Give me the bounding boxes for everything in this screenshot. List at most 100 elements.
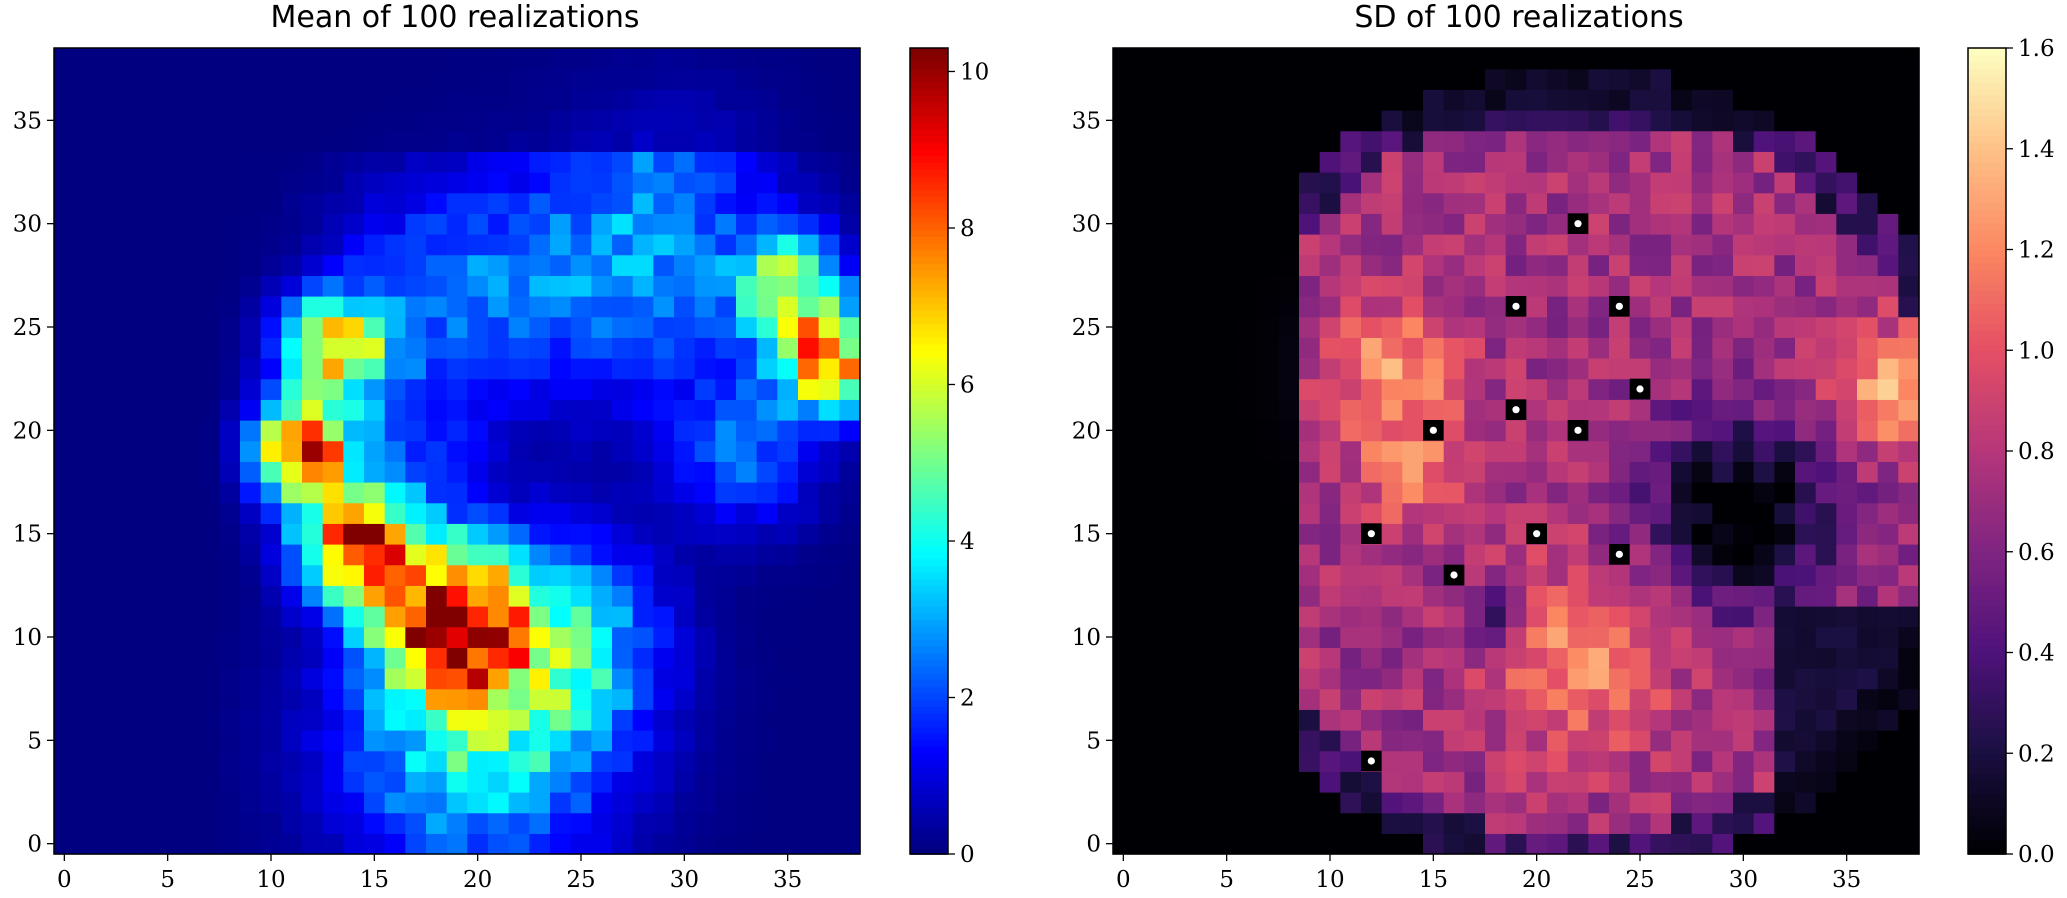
heatmap-cell	[1278, 275, 1300, 297]
heatmap-cell	[694, 688, 716, 710]
heatmap-cell	[508, 606, 530, 628]
heatmap-cell	[508, 585, 530, 607]
heatmap-cell	[74, 771, 96, 793]
heatmap-cell	[467, 564, 489, 586]
heatmap-cell	[1299, 585, 1321, 607]
heatmap-cell	[157, 771, 179, 793]
heatmap-cell	[1216, 626, 1238, 648]
heatmap-cell	[1671, 378, 1693, 400]
heatmap-cell	[756, 399, 778, 421]
y-tick-label: 10	[1072, 625, 1101, 651]
heatmap-cell	[343, 316, 365, 338]
heatmap-cell	[1237, 502, 1259, 524]
heatmap-cell	[1733, 68, 1755, 90]
heatmap-cell	[1857, 68, 1879, 90]
heatmap-cell	[591, 523, 613, 545]
heatmap-cell	[281, 502, 303, 524]
heatmap-cell	[136, 461, 158, 483]
heatmap-cell	[384, 585, 406, 607]
heatmap-cell	[777, 709, 799, 731]
heatmap-cell	[1423, 461, 1445, 483]
heatmap-cell	[1505, 48, 1527, 70]
colorbar-segment	[910, 699, 948, 708]
heatmap-cell	[240, 833, 262, 855]
colorbar-segment	[910, 437, 948, 446]
heatmap-cell	[818, 812, 840, 834]
heatmap-cell	[446, 420, 468, 442]
heatmap-cell	[219, 461, 241, 483]
heatmap-cell	[839, 440, 861, 462]
heatmap-cell	[260, 544, 282, 566]
heatmap-cell	[219, 771, 241, 793]
heatmap-cell	[1319, 420, 1341, 442]
heatmap-cell	[74, 461, 96, 483]
heatmap-cell	[1195, 730, 1217, 752]
heatmap-cell	[384, 110, 406, 132]
heatmap-cell	[1505, 68, 1527, 90]
heatmap-cell	[1423, 68, 1445, 90]
heatmap-cell	[1195, 647, 1217, 669]
heatmap-cell	[1898, 337, 1920, 359]
heatmap-cell	[1175, 585, 1197, 607]
heatmap-cell	[488, 812, 510, 834]
heatmap-cell	[1278, 482, 1300, 504]
heatmap-cell	[1319, 668, 1341, 690]
heatmap-cell	[1671, 399, 1693, 421]
heatmap-cell	[322, 48, 344, 70]
heatmap-cell	[281, 482, 303, 504]
colorbar-segment	[1968, 706, 2006, 714]
heatmap-cell	[219, 502, 241, 524]
heatmap-cell	[1836, 440, 1858, 462]
heatmap-cell	[95, 709, 117, 731]
heatmap-cell	[1340, 544, 1362, 566]
heatmap-cell	[260, 709, 282, 731]
heatmap-cell	[1340, 523, 1362, 545]
heatmap-cell	[1733, 399, 1755, 421]
heatmap-cell	[1319, 378, 1341, 400]
heatmap-cell	[1175, 234, 1197, 256]
heatmap-cell	[1485, 213, 1507, 235]
heatmap-cell	[1381, 358, 1403, 380]
heatmap-cell	[157, 750, 179, 772]
heatmap-cell	[1609, 812, 1631, 834]
heatmap-cell	[694, 130, 716, 152]
heatmap-cell	[1361, 213, 1383, 235]
heatmap-cell	[839, 502, 861, 524]
heatmap-cell	[446, 440, 468, 462]
heatmap-cell	[426, 647, 448, 669]
colorbar-segment	[910, 471, 948, 479]
heatmap-cell	[219, 668, 241, 690]
heatmap-cell	[1836, 771, 1858, 793]
heatmap-cell	[1836, 68, 1858, 90]
heatmap-cell	[1464, 316, 1486, 338]
heatmap-cell	[1836, 358, 1858, 380]
heatmap-cell	[839, 296, 861, 318]
heatmap-cell	[1629, 172, 1651, 194]
heatmap-cell	[632, 626, 654, 648]
colorbar-segment	[910, 350, 948, 358]
heatmap-cell	[550, 68, 572, 90]
heatmap-cell	[570, 275, 592, 297]
heatmap-cell	[426, 68, 448, 90]
colorbar-segment	[910, 269, 948, 278]
heatmap-cell	[1815, 833, 1837, 855]
heatmap-cell	[1381, 626, 1403, 648]
colorbar-segment	[910, 189, 948, 197]
heatmap-cell	[364, 564, 386, 586]
heatmap-cell	[1712, 48, 1734, 70]
heatmap-cell	[1443, 275, 1465, 297]
heatmap-cell	[1753, 48, 1775, 70]
heatmap-cell	[1795, 771, 1817, 793]
heatmap-cell	[653, 668, 675, 690]
colorbar-segment	[910, 417, 948, 425]
heatmap-cell	[74, 564, 96, 586]
heatmap-cell	[1299, 544, 1321, 566]
heatmap-cell	[322, 151, 344, 173]
heatmap-cell	[426, 213, 448, 235]
heatmap-cell	[1402, 585, 1424, 607]
heatmap-cell	[281, 399, 303, 421]
heatmap-cell	[1443, 213, 1465, 235]
heatmap-cell	[1609, 771, 1631, 793]
heatmap-cell	[653, 647, 675, 669]
heatmap-cell	[1278, 130, 1300, 152]
